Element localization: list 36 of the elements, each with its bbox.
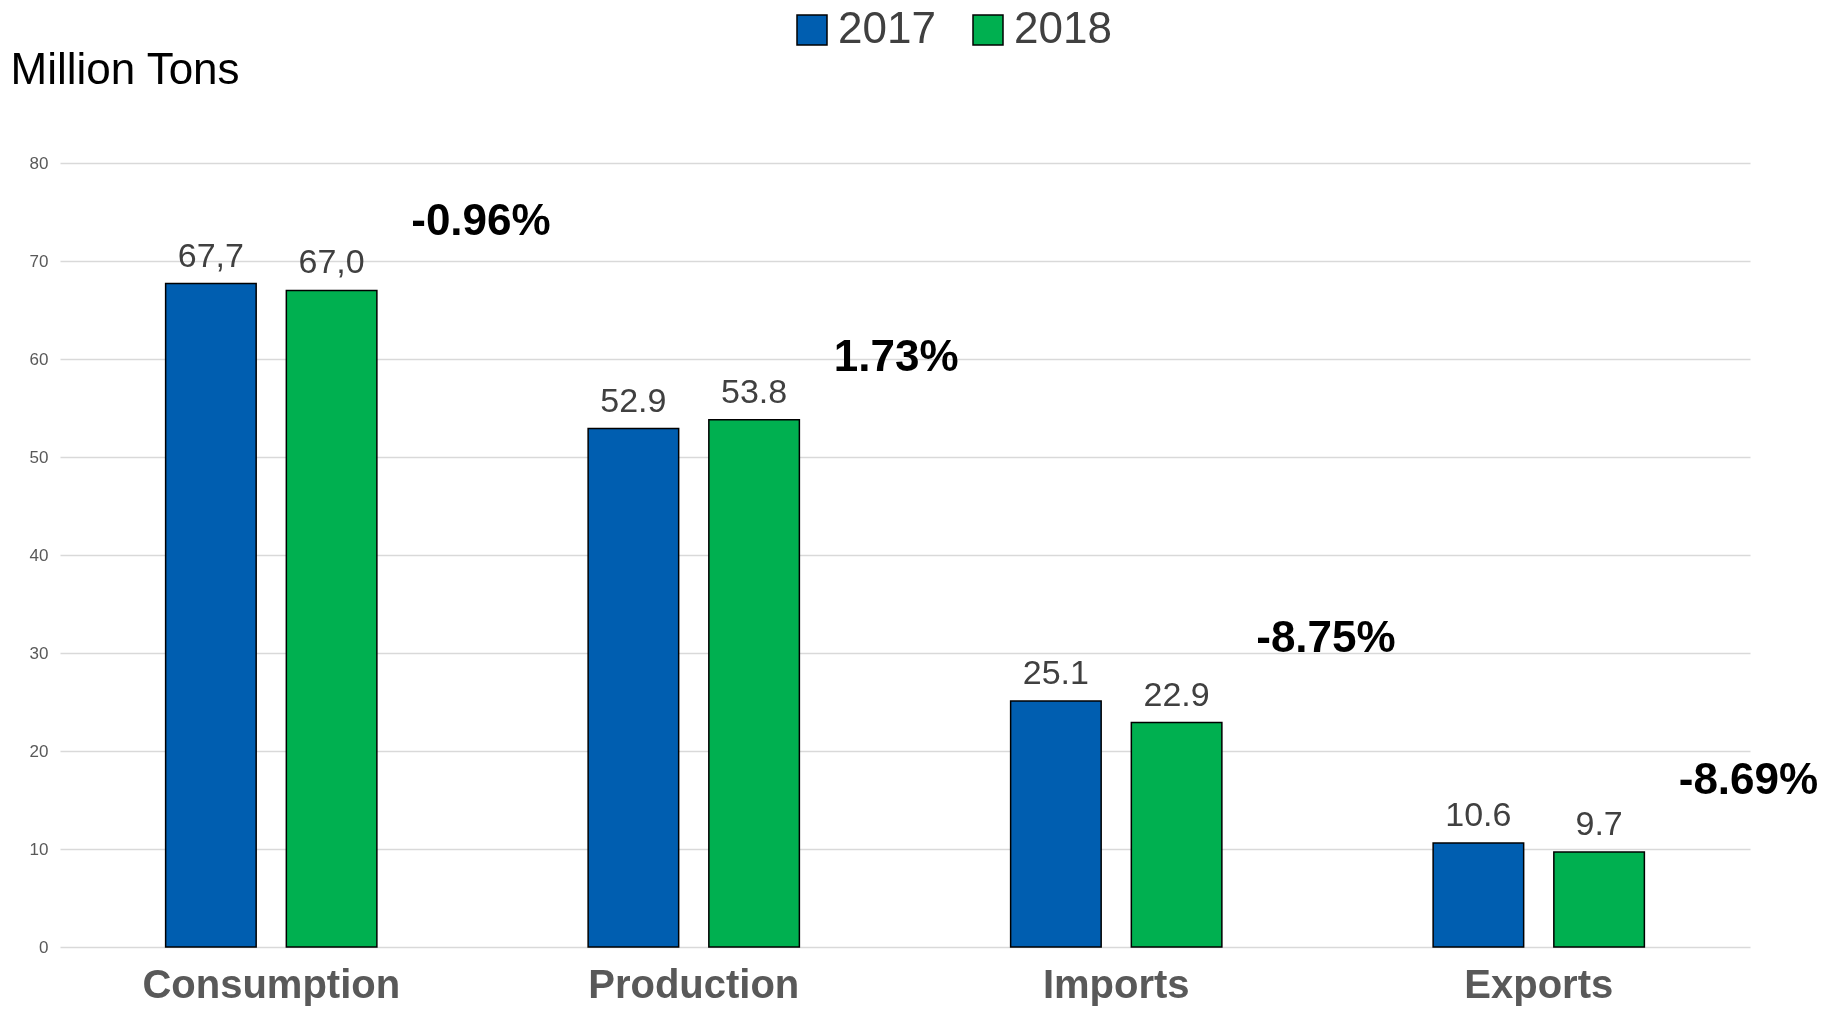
y-tick-label: 10 — [29, 839, 49, 859]
data-label: 52.9 — [600, 380, 667, 419]
y-tick-label: 80 — [29, 153, 49, 173]
data-label: 53.8 — [721, 371, 788, 410]
data-label: 22.9 — [1143, 674, 1210, 713]
x-tick-label: Consumption — [142, 961, 401, 1006]
annotation: -8.69% — [1678, 754, 1819, 804]
data-label: 67,0 — [298, 242, 365, 281]
y-tick-label: 50 — [29, 447, 49, 467]
y-tick-label: 0 — [39, 937, 49, 957]
annotation: -0.96% — [411, 194, 551, 244]
legend-label: 2017 — [838, 3, 936, 52]
bar — [1130, 721, 1223, 948]
y-tick-label: 30 — [29, 643, 49, 663]
legend-label: 2018 — [1014, 3, 1112, 52]
bar — [1432, 842, 1525, 948]
annotation: 1.73% — [833, 330, 959, 380]
y-tick-label: 40 — [29, 545, 49, 565]
y-tick-label: 20 — [29, 741, 49, 761]
data-label: 10.6 — [1445, 795, 1512, 834]
y-tick-label: 70 — [29, 251, 49, 271]
bar — [587, 427, 680, 948]
x-tick-label: Imports — [1042, 961, 1190, 1006]
bar — [285, 289, 378, 948]
y-tick-label: 60 — [29, 349, 49, 369]
x-tick-label: Production — [588, 961, 800, 1006]
data-label: 9.7 — [1575, 803, 1623, 842]
bar — [1009, 700, 1102, 948]
x-tick-label: Exports — [1464, 961, 1614, 1006]
y-axis-title: Million Tons — [10, 43, 240, 93]
bar — [1553, 851, 1646, 948]
annotation: -8.75% — [1256, 612, 1396, 662]
data-label: 67,7 — [177, 235, 244, 274]
data-label: 25.1 — [1022, 653, 1089, 692]
bar — [708, 419, 801, 948]
bar — [164, 282, 257, 948]
